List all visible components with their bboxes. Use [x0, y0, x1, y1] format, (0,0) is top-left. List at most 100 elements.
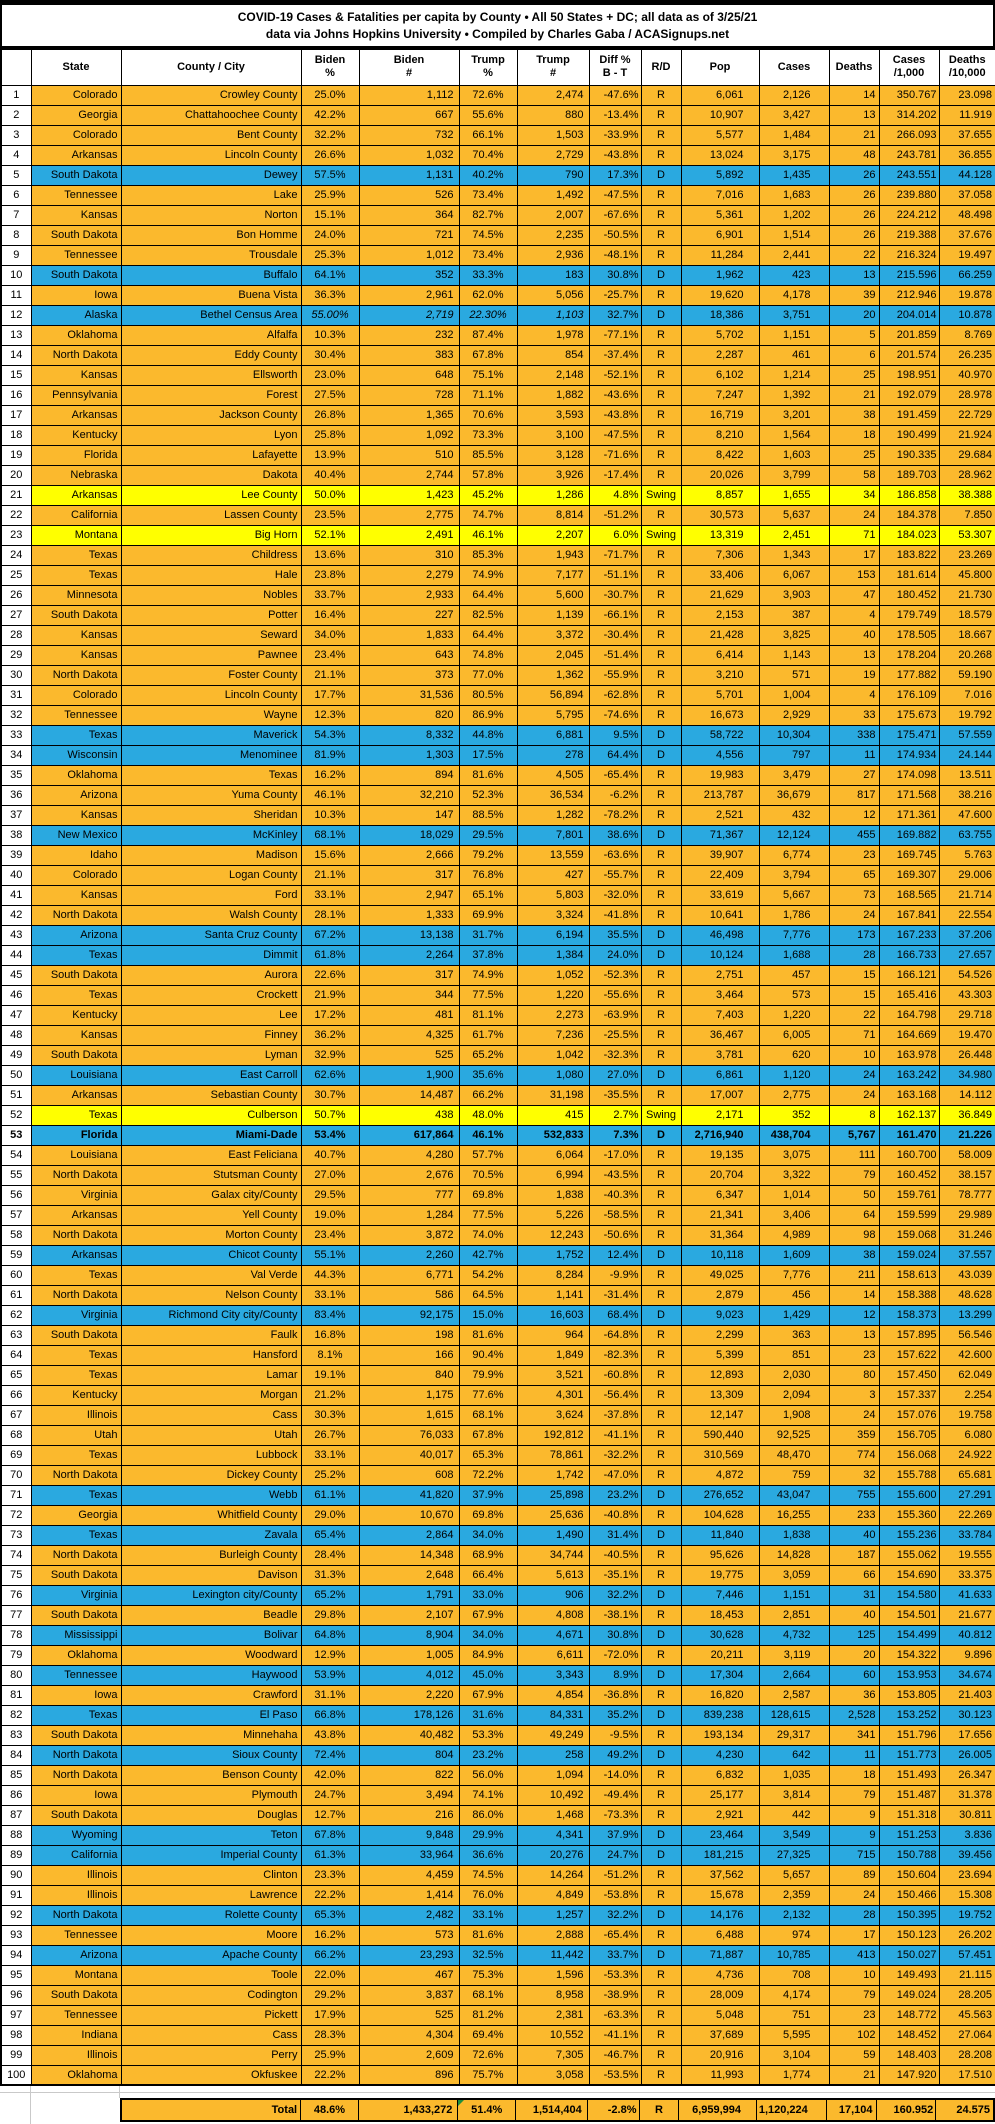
cell-state: Arkansas [30, 1084, 122, 1106]
cell-pop: 15,678 [680, 1884, 760, 1906]
cell-cases-per-1000: 153.953 [878, 1664, 940, 1686]
cell-trump-votes: 3,372 [516, 624, 590, 646]
cell-county: Pickett [120, 2004, 302, 2026]
cell-trump-votes: 1,492 [516, 184, 590, 206]
cell-county: Galax city/County [120, 1184, 302, 1206]
cell-county: Hansford [120, 1344, 302, 1366]
cell-trump-votes: 31,198 [516, 1084, 590, 1106]
cell-cases: 92,525 [758, 1424, 830, 1446]
cell-pop: 5,399 [680, 1344, 760, 1366]
cell-deaths: 5,767 [828, 1124, 880, 1146]
cell-deaths-per-10000: 21.115 [938, 1964, 995, 1986]
cell-pop: 18,453 [680, 1604, 760, 1626]
cell-cases: 387 [758, 604, 830, 626]
cell-trump-votes: 84,331 [516, 1704, 590, 1726]
cell-cases: 620 [758, 1044, 830, 1066]
cell-party: R [640, 1204, 682, 1226]
cell-state: Tennessee [30, 184, 122, 206]
total-cases-per-1000: 160.952 [877, 2100, 937, 2120]
cell-county: Chattahoochee County [120, 104, 302, 126]
cell-cases: 6,067 [758, 564, 830, 586]
cell-deaths-per-10000: 19.497 [938, 244, 995, 266]
cell-diff: -9.5% [588, 1724, 642, 1746]
cell-county: Lamar [120, 1364, 302, 1386]
cell-trump-votes: 1,468 [516, 1804, 590, 1826]
cell-pop: 71,887 [680, 1944, 760, 1966]
cell-biden-votes: 2,648 [358, 1564, 460, 1586]
cell-cases-per-1000: 150.788 [878, 1844, 940, 1866]
table-row: 17 Arkansas Jackson County 26.8% 1,365 70.6% 3… [0, 404, 995, 426]
row-rank: 57 [0, 1204, 32, 1226]
cell-county: Lee County [120, 484, 302, 506]
cell-pop: 839,238 [680, 1704, 760, 1726]
cell-cases-per-1000: 150.123 [878, 1924, 940, 1946]
total-biden-pct: 48.6% [301, 2100, 359, 2120]
cell-trump-pct: 86.9% [458, 704, 518, 726]
cell-trump-pct: 70.6% [458, 404, 518, 426]
cell-deaths: 13 [828, 264, 880, 286]
table-row: 93 Tennessee Moore 16.2% 573 81.6% 2,888 -65.4%… [0, 1924, 995, 1946]
cell-party: R [640, 184, 682, 206]
cell-biden-pct: 8.1% [300, 1344, 360, 1366]
table-body: 1 Colorado Crowley County 25.0% 1,112 72.6% 2,… [0, 84, 995, 2086]
cell-county: Madison [120, 844, 302, 866]
cell-diff: 17.3% [588, 164, 642, 186]
cell-party: R [640, 1164, 682, 1186]
cell-diff: -82.3% [588, 1344, 642, 1366]
cell-deaths-per-10000: 15.308 [938, 1884, 995, 1906]
cell-biden-votes: 2,933 [358, 584, 460, 606]
cell-trump-votes: 5,795 [516, 704, 590, 726]
cell-party: D [640, 164, 682, 186]
cell-pop: 2,879 [680, 1284, 760, 1306]
row-rank: 29 [0, 644, 32, 666]
cell-deaths: 21 [828, 384, 880, 406]
cell-biden-votes: 648 [358, 364, 460, 386]
row-rank: 17 [0, 404, 32, 426]
cell-trump-pct: 56.0% [458, 1764, 518, 1786]
cell-deaths-per-10000: 11.919 [938, 104, 995, 126]
table-row: 91 Illinois Lawrence 22.2% 1,414 76.0% 4,849 -5… [0, 1884, 995, 1906]
cell-diff: -53.5% [588, 2064, 642, 2086]
cell-deaths: 413 [828, 1944, 880, 1966]
cell-diff: -55.6% [588, 984, 642, 1006]
row-rank: 39 [0, 844, 32, 866]
cell-trump-votes: 1,742 [516, 1464, 590, 1486]
cell-biden-pct: 42.2% [300, 104, 360, 126]
cell-state: Indiana [30, 2024, 122, 2046]
cell-deaths: 58 [828, 464, 880, 486]
cell-deaths: 24 [828, 1884, 880, 1906]
cell-party: R [640, 604, 682, 626]
cell-biden-votes: 31,536 [358, 684, 460, 706]
cell-deaths: 13 [828, 1324, 880, 1346]
cell-diff: 33.7% [588, 1944, 642, 1966]
cell-deaths-per-10000: 8.769 [938, 324, 995, 346]
cell-trump-pct: 66.2% [458, 1084, 518, 1106]
cell-cases-per-1000: 190.335 [878, 444, 940, 466]
cell-pop: 16,673 [680, 704, 760, 726]
cell-county: Morgan [120, 1384, 302, 1406]
table-row: 38 New Mexico McKinley 68.1% 18,029 29.5% 7,80… [0, 824, 995, 846]
cell-pop: 2,921 [680, 1804, 760, 1826]
cell-trump-pct: 65.3% [458, 1444, 518, 1466]
cell-trump-votes: 3,926 [516, 464, 590, 486]
cell-trump-votes: 3,324 [516, 904, 590, 926]
row-rank: 45 [0, 964, 32, 986]
cell-deaths-per-10000: 38.157 [938, 1164, 995, 1186]
row-rank: 48 [0, 1024, 32, 1046]
cell-trump-votes: 1,282 [516, 804, 590, 826]
cell-deaths: 341 [828, 1724, 880, 1746]
cell-deaths-per-10000: 7.016 [938, 684, 995, 706]
cell-diff: 35.5% [588, 924, 642, 946]
table-row: 45 South Dakota Aurora 22.6% 317 74.9% 1,052 -5… [0, 964, 995, 986]
cell-county: Nelson County [120, 1284, 302, 1306]
cell-trump-votes: 1,882 [516, 384, 590, 406]
cell-biden-votes: 1,284 [358, 1204, 460, 1226]
row-rank: 19 [0, 444, 32, 466]
cell-diff: -67.6% [588, 204, 642, 226]
cell-deaths: 24 [828, 904, 880, 926]
cell-deaths: 6 [828, 344, 880, 366]
cell-deaths: 24 [828, 1064, 880, 1086]
cell-diff: 24.0% [588, 944, 642, 966]
cell-deaths: 73 [828, 884, 880, 906]
cell-biden-votes: 178,126 [358, 1704, 460, 1726]
